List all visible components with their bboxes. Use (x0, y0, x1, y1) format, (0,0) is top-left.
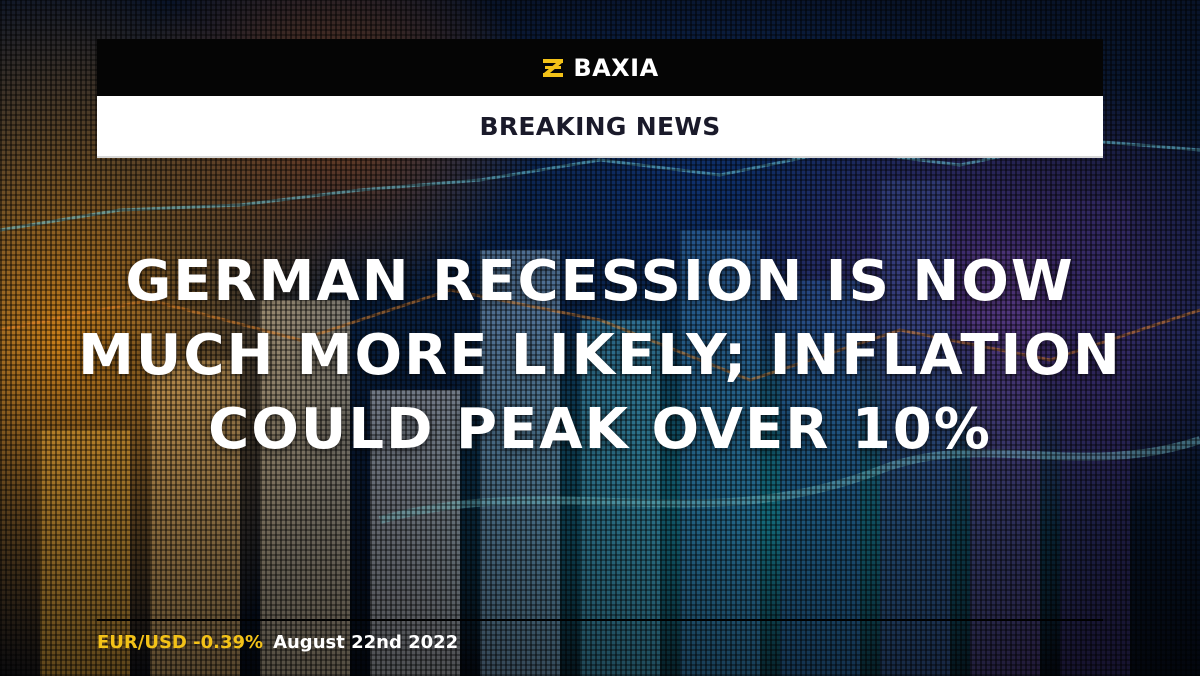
brand-header: BAXIA (97, 39, 1103, 96)
headline: GERMAN RECESSION IS NOW MUCH MORE LIKELY… (78, 249, 1122, 462)
publish-date: August 22nd 2022 (273, 631, 459, 653)
baxia-logo-icon (543, 58, 564, 77)
currency-ticker: EUR/USD -0.39% (97, 631, 264, 653)
breaking-news-label: BREAKING NEWS (479, 111, 721, 141)
breaking-news-banner: BREAKING NEWS (97, 96, 1103, 158)
brand-name: BAXIA (573, 53, 659, 82)
footer-divider (97, 619, 1103, 621)
footer: EUR/USD -0.39% August 22nd 2022 (97, 628, 458, 656)
